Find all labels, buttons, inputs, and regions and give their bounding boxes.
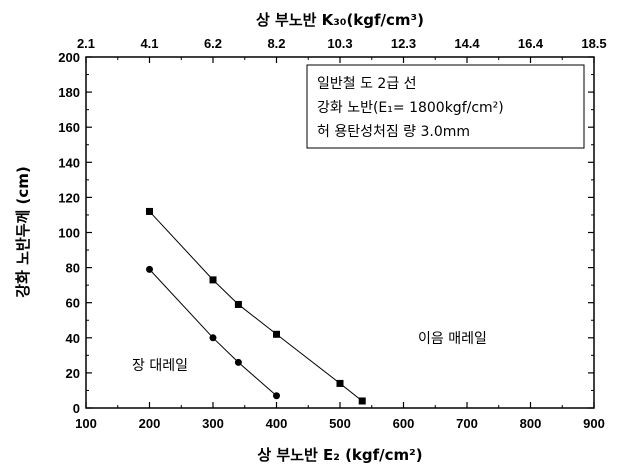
data-point-square	[358, 397, 366, 405]
x-tick-label: 200	[139, 416, 161, 431]
legend-frame	[306, 64, 585, 149]
y-tick-label: 140	[58, 155, 80, 170]
top-axis-title: 상 부노반 K₃₀(kgf/cm³)	[256, 11, 424, 29]
data-point-square	[234, 300, 242, 308]
top-tick-label: 12.3	[391, 36, 416, 51]
y-tick-label: 60	[66, 296, 80, 311]
data-point-circle	[146, 265, 153, 273]
x-tick-label: 800	[520, 416, 542, 431]
top-tick-label: 2.1	[77, 36, 95, 51]
x-tick-label: 900	[583, 416, 605, 431]
top-tick-label: 16.4	[518, 36, 544, 51]
legend-box: 일반철 도 2급 선 강화 노반(E₁= 1800kgf/cm²) 허 용탄성처…	[306, 64, 585, 149]
y-tick-label: 160	[58, 120, 80, 135]
x-tick-label: 400	[266, 416, 288, 431]
series-label-jointed-rail: 이음 매레일	[418, 331, 487, 347]
data-point-square	[273, 330, 280, 338]
y-tick-label: 180	[58, 85, 80, 100]
top-tick-label: 14.4	[454, 36, 480, 51]
y-tick-label: 120	[58, 190, 80, 205]
x-tick-label: 300	[202, 416, 224, 431]
y-axis-title: 강화 노반두께 (cm)	[14, 166, 32, 297]
top-tick-label: 10.3	[327, 36, 352, 51]
top-tick-label: 8.2	[267, 36, 285, 51]
y-tick-label: 100	[58, 226, 80, 241]
legend-line-3: 허 용탄성처짐 량 3.0mm	[317, 124, 470, 140]
legend-line-1: 일반철 도 2급 선	[317, 76, 417, 92]
y-tick-label: 0	[73, 401, 80, 416]
y-tick-label: 20	[66, 366, 80, 381]
data-point-square	[146, 207, 153, 215]
series-line-0	[149, 211, 363, 402]
y-tick-label: 40	[66, 331, 80, 346]
y-tick-label: 80	[66, 261, 80, 276]
legend-line-2: 강화 노반(E₁= 1800kgf/cm²)	[317, 100, 504, 116]
top-tick-label: 18.5	[581, 36, 606, 51]
top-tick-label: 6.2	[204, 36, 222, 51]
x-tick-label: 700	[456, 416, 478, 431]
series-line-1	[149, 269, 277, 397]
x-tick-label: 100	[75, 416, 97, 431]
x-axis-title: 상 부노반 E₂ (kgf/cm²)	[257, 446, 422, 464]
top-tick-label: 4.1	[140, 36, 158, 51]
data-point-square	[209, 276, 217, 284]
data-point-circle	[209, 334, 217, 342]
data-point-circle	[273, 392, 280, 400]
data-point-circle	[234, 358, 242, 366]
y-tick-label: 200	[58, 50, 80, 65]
x-tick-label: 600	[393, 416, 415, 431]
x-tick-label: 500	[329, 416, 351, 431]
data-point-square	[336, 379, 344, 387]
series-label-long-rail: 장 대레일	[132, 358, 188, 374]
